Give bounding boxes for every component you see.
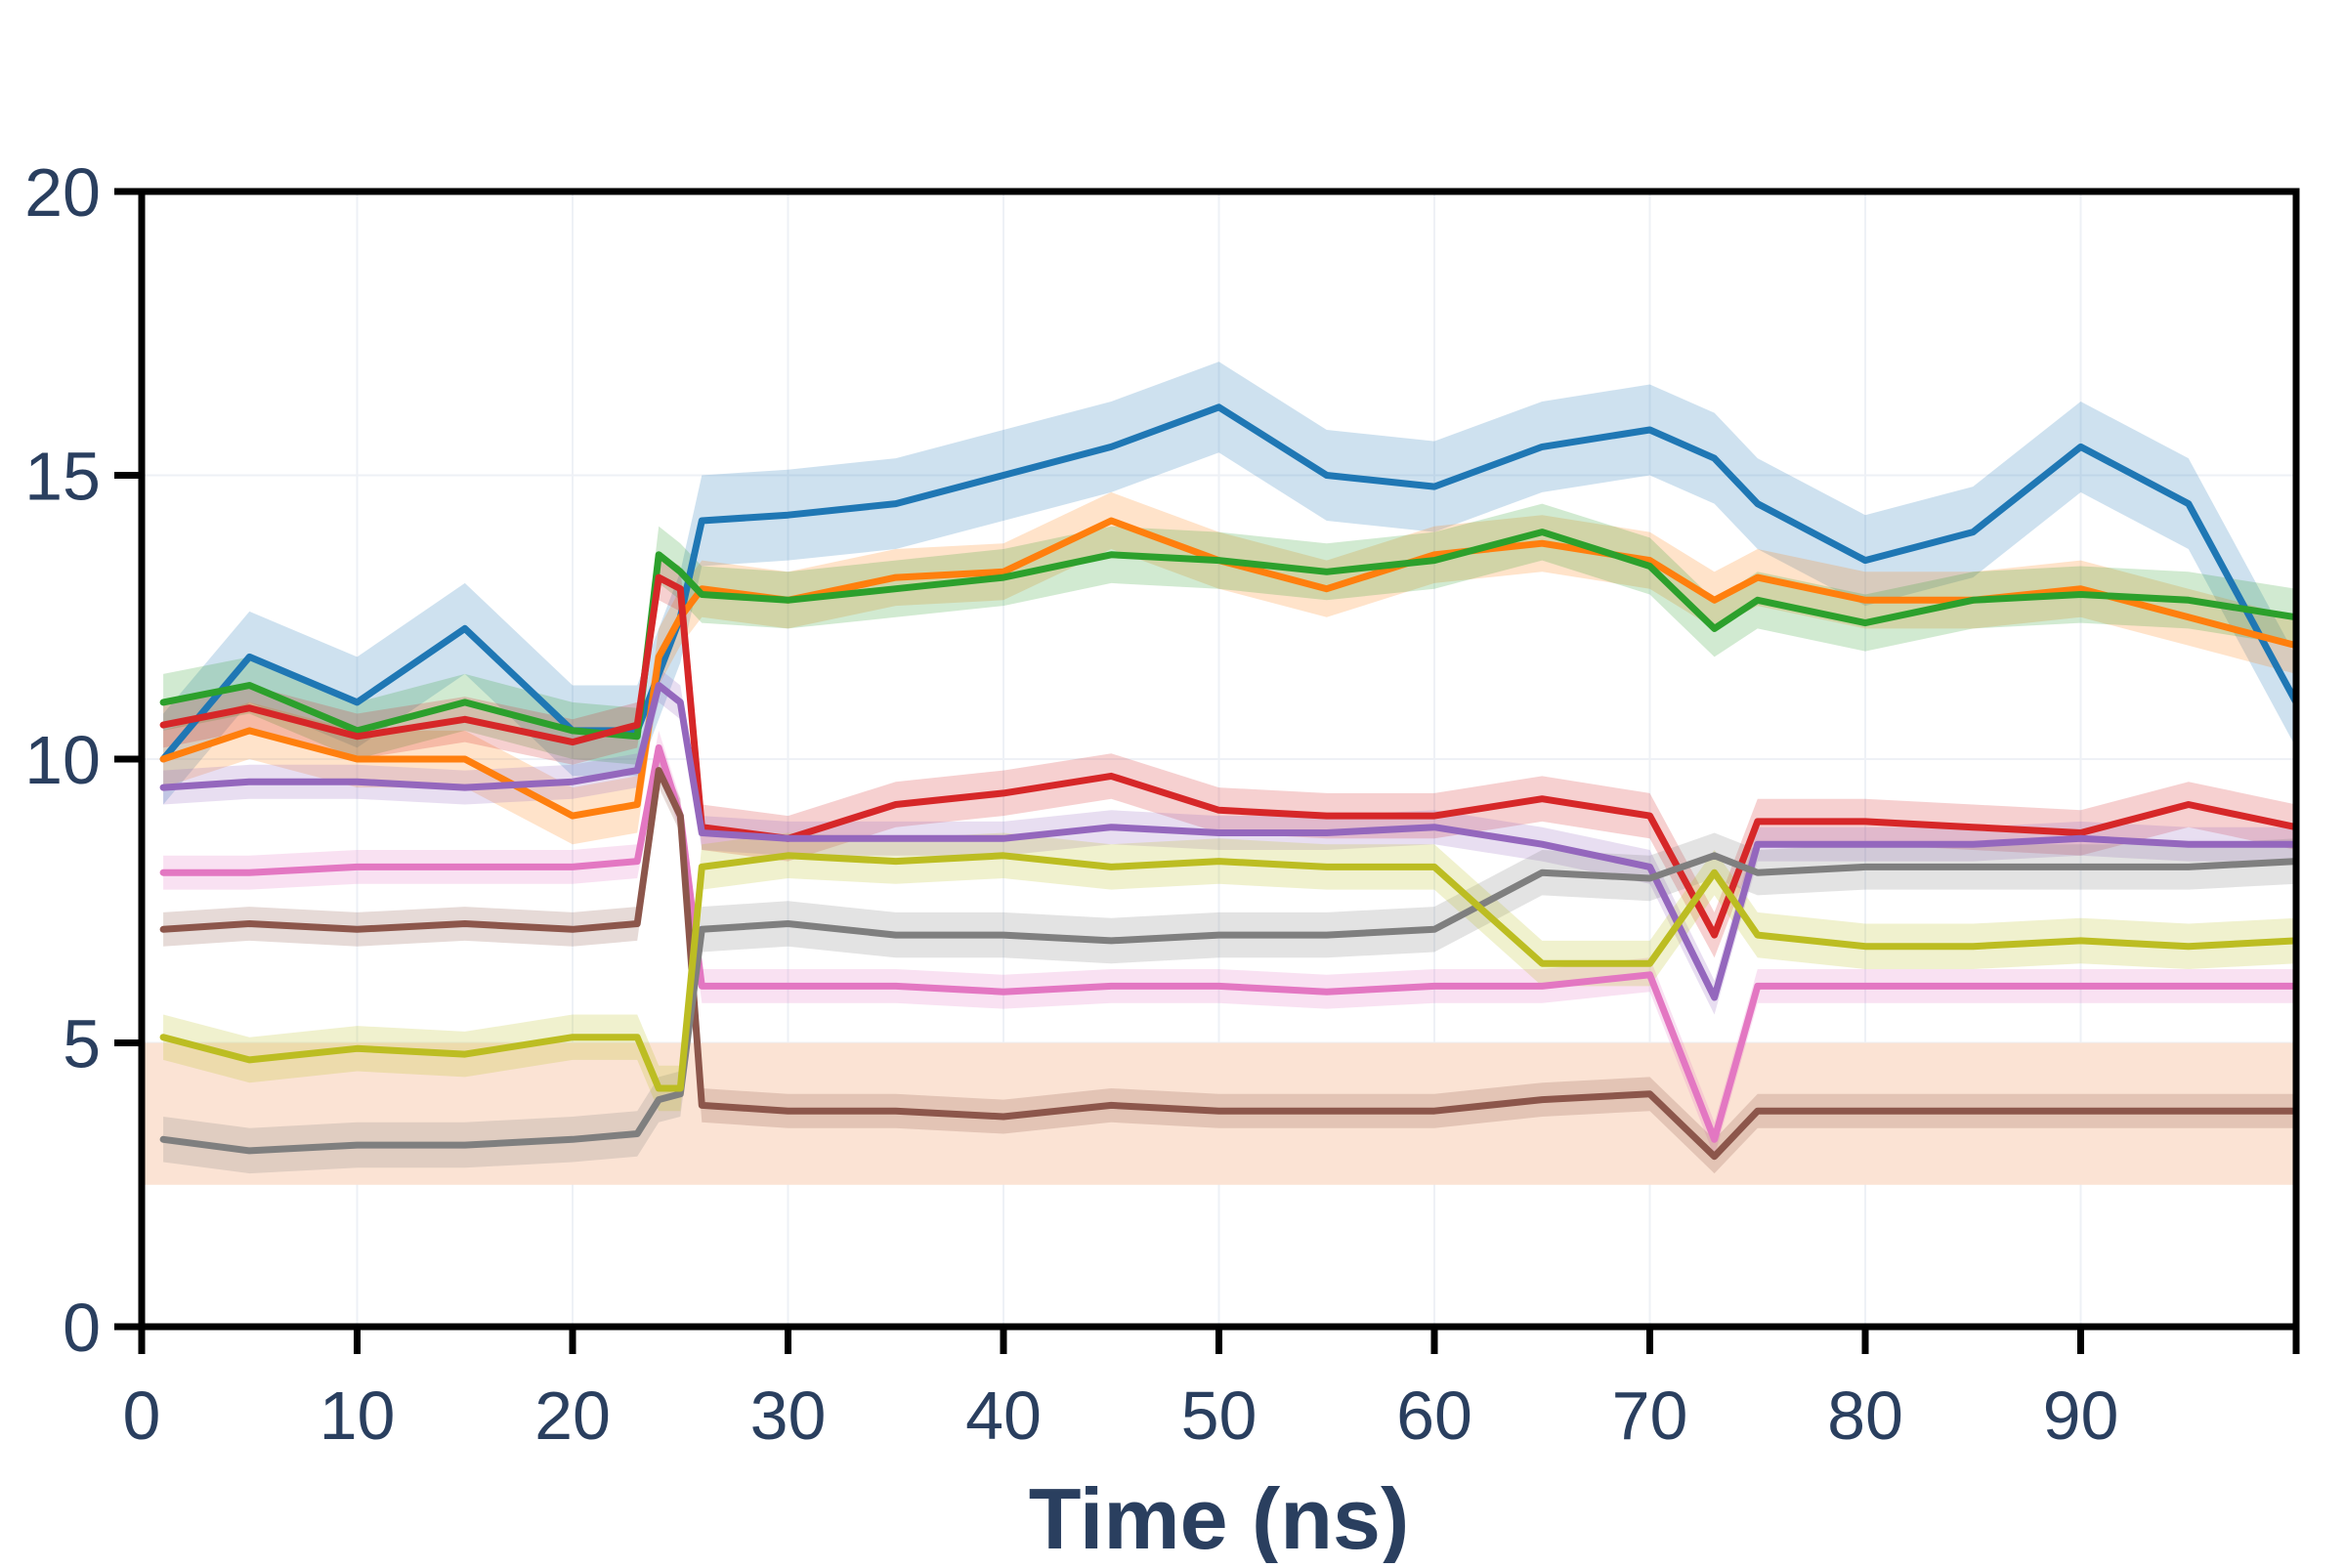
- x-tick-label: 10: [320, 1377, 396, 1454]
- series-3-line: [159, 529, 2300, 741]
- y-tick-label: 5: [63, 1006, 101, 1082]
- series-5-band: [163, 668, 2296, 1015]
- y-tick-label: 20: [24, 154, 101, 231]
- series-1-band: [163, 361, 2296, 805]
- series-9-line: [159, 852, 2300, 1092]
- x-tick-label: 80: [1827, 1377, 1903, 1454]
- x-tick-label: 30: [750, 1377, 827, 1454]
- x-tick-label: 20: [534, 1377, 611, 1454]
- series-4-line: [159, 573, 2300, 939]
- x-tick-label: 60: [1396, 1377, 1472, 1454]
- series-6-line: [159, 743, 2300, 1143]
- x-tick-label: 40: [965, 1377, 1042, 1454]
- y-tick-label: 10: [24, 722, 101, 798]
- series-4-band: [163, 554, 2296, 958]
- y-tick-label: 15: [24, 439, 101, 515]
- axis-ticks: 0 10 20 30 40 50 60 70 80 90 0 5 10 15 20: [24, 154, 2300, 1454]
- series-8-line: [159, 852, 2300, 1155]
- x-axis-title: Time (ns): [1029, 1470, 1410, 1563]
- y-tick-label: 0: [63, 1290, 101, 1366]
- series-5-line: [159, 682, 2300, 1001]
- series-3-band: [163, 503, 2296, 765]
- x-tick-label: 0: [123, 1377, 161, 1454]
- x-tick-label: 70: [1612, 1377, 1688, 1454]
- x-tick-label: 50: [1181, 1377, 1258, 1454]
- series-7-line: [159, 767, 2300, 1161]
- series-lines: [159, 403, 2300, 1161]
- x-tick-label: 90: [2043, 1377, 2119, 1454]
- series-2-line: [159, 517, 2300, 820]
